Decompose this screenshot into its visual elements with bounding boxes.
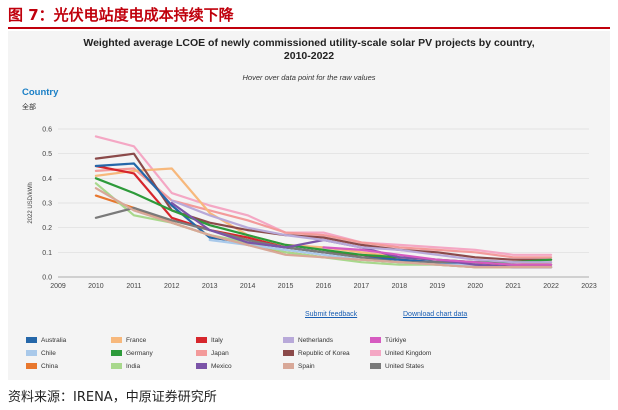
legend-swatch [196,350,207,357]
x-tick-label: 2021 [505,283,521,290]
y-tick-label: 0.4 [42,176,52,183]
legend-label: India [126,363,141,370]
legend-item[interactable]: Mexico [196,362,232,372]
legend-swatch [370,337,381,344]
country-filter-value[interactable]: 全部 [22,103,36,111]
legend-item[interactable]: Chile [26,349,56,359]
legend-label: Italy [211,337,223,344]
download-chart-data-link[interactable]: Download chart data [403,311,468,318]
legend-item[interactable]: Australia [26,336,66,346]
legend-label: China [41,363,58,370]
legend-label: Chile [41,350,56,357]
legend-label: United States [385,363,425,370]
x-tick-label: 2022 [543,283,559,290]
y-tick-label: 0.3 [42,201,52,208]
chart-svg[interactable]: 0.0 0.1 0.2 0.3 0.4 0.5 0.6 2009 2010 2011 2012 201… [8,31,610,380]
x-tick-label: 2019 [429,283,445,290]
hover-hint: Hover over data point for the raw values [242,73,376,82]
legend-item[interactable]: India [111,362,140,372]
title-rule [8,27,610,29]
figure-title: 图 7：光伏电站度电成本持续下降 [8,6,234,24]
legend-swatch [370,350,381,357]
x-tick-label: 2011 [126,283,141,290]
legend-label: Germany [126,350,153,357]
legend-label: Australia [41,337,67,344]
legend-label: Republic of Korea [298,350,350,357]
legend-item[interactable]: China [26,362,58,372]
y-axis-label: 2022 USD/kWh [28,182,34,223]
series-line-spain[interactable] [94,187,553,269]
legend-item[interactable]: United States [370,362,424,372]
legend-label: Spain [298,363,315,370]
x-tick-label: 2023 [581,283,597,290]
legend-item[interactable]: Türkiye [370,336,406,346]
series-line-united-states[interactable] [94,206,553,266]
x-tick-label: 2010 [88,283,104,290]
legend-item[interactable]: Italy [196,336,223,346]
legend-swatch [26,337,37,344]
chart-title-line-2: 2010-2022 [283,50,335,62]
legend-label: France [126,337,147,344]
x-tick-label: 2015 [278,283,294,290]
legend-label: Japan [211,350,229,357]
legend-label: Türkiye [385,337,407,344]
chart-panel: 0.0 0.1 0.2 0.3 0.4 0.5 0.6 2009 2010 2011 2012 201… [8,31,610,380]
x-tick-label: 2013 [202,283,218,290]
series-line-netherlands[interactable] [170,199,553,264]
x-tick-label: 2009 [50,283,66,290]
series-line-japan[interactable] [94,167,553,259]
legend-swatch [196,363,207,370]
x-tick-label: 2012 [164,283,180,290]
country-filter-label: Country [22,87,59,98]
legend-swatch [283,350,294,357]
legend-swatch [283,337,294,344]
x-tick-label: 2017 [354,283,370,290]
legend-item[interactable]: Netherlands [283,336,333,346]
chart-title-line-1: Weighted average LCOE of newly commissio… [83,37,535,49]
y-tick-label: 0.6 [42,127,52,134]
legend-swatch [283,363,294,370]
y-tick-label: 0.1 [42,250,52,257]
legend-swatch [196,337,207,344]
legend-swatch [111,337,122,344]
x-tick-label: 2014 [240,283,256,290]
y-tick-label: 0.2 [42,225,52,232]
legend-swatch [26,363,37,370]
submit-feedback-link[interactable]: Submit feedback [305,311,358,318]
x-tick-label: 2020 [467,283,483,290]
chart-title: Weighted average LCOE of newly commissio… [8,37,610,63]
legend-item[interactable]: France [111,336,146,346]
x-tick-label: 2018 [392,283,408,290]
legend-label: Mexico [211,363,232,370]
legend-swatch [111,350,122,357]
legend-item[interactable]: United Kingdom [370,349,431,359]
series-line-united-kingdom[interactable] [94,135,553,256]
legend-item[interactable]: Germany [111,349,153,359]
legend-label: Netherlands [298,337,334,344]
legend-swatch [26,350,37,357]
x-tick-label: 2016 [316,283,332,290]
legend-label: United Kingdom [385,350,432,357]
legend-item[interactable]: Republic of Korea [283,349,350,359]
legend-swatch [370,363,381,370]
legend-swatch [111,363,122,370]
figure-source: 资料来源：IRENA，中原证券研究所 [8,390,217,405]
y-tick-label: 0.0 [42,275,52,282]
legend-item[interactable]: Spain [283,362,315,372]
legend-item[interactable]: Japan [196,349,229,359]
series-line-t-rkiye[interactable] [322,246,553,266]
y-tick-label: 0.5 [42,151,52,158]
